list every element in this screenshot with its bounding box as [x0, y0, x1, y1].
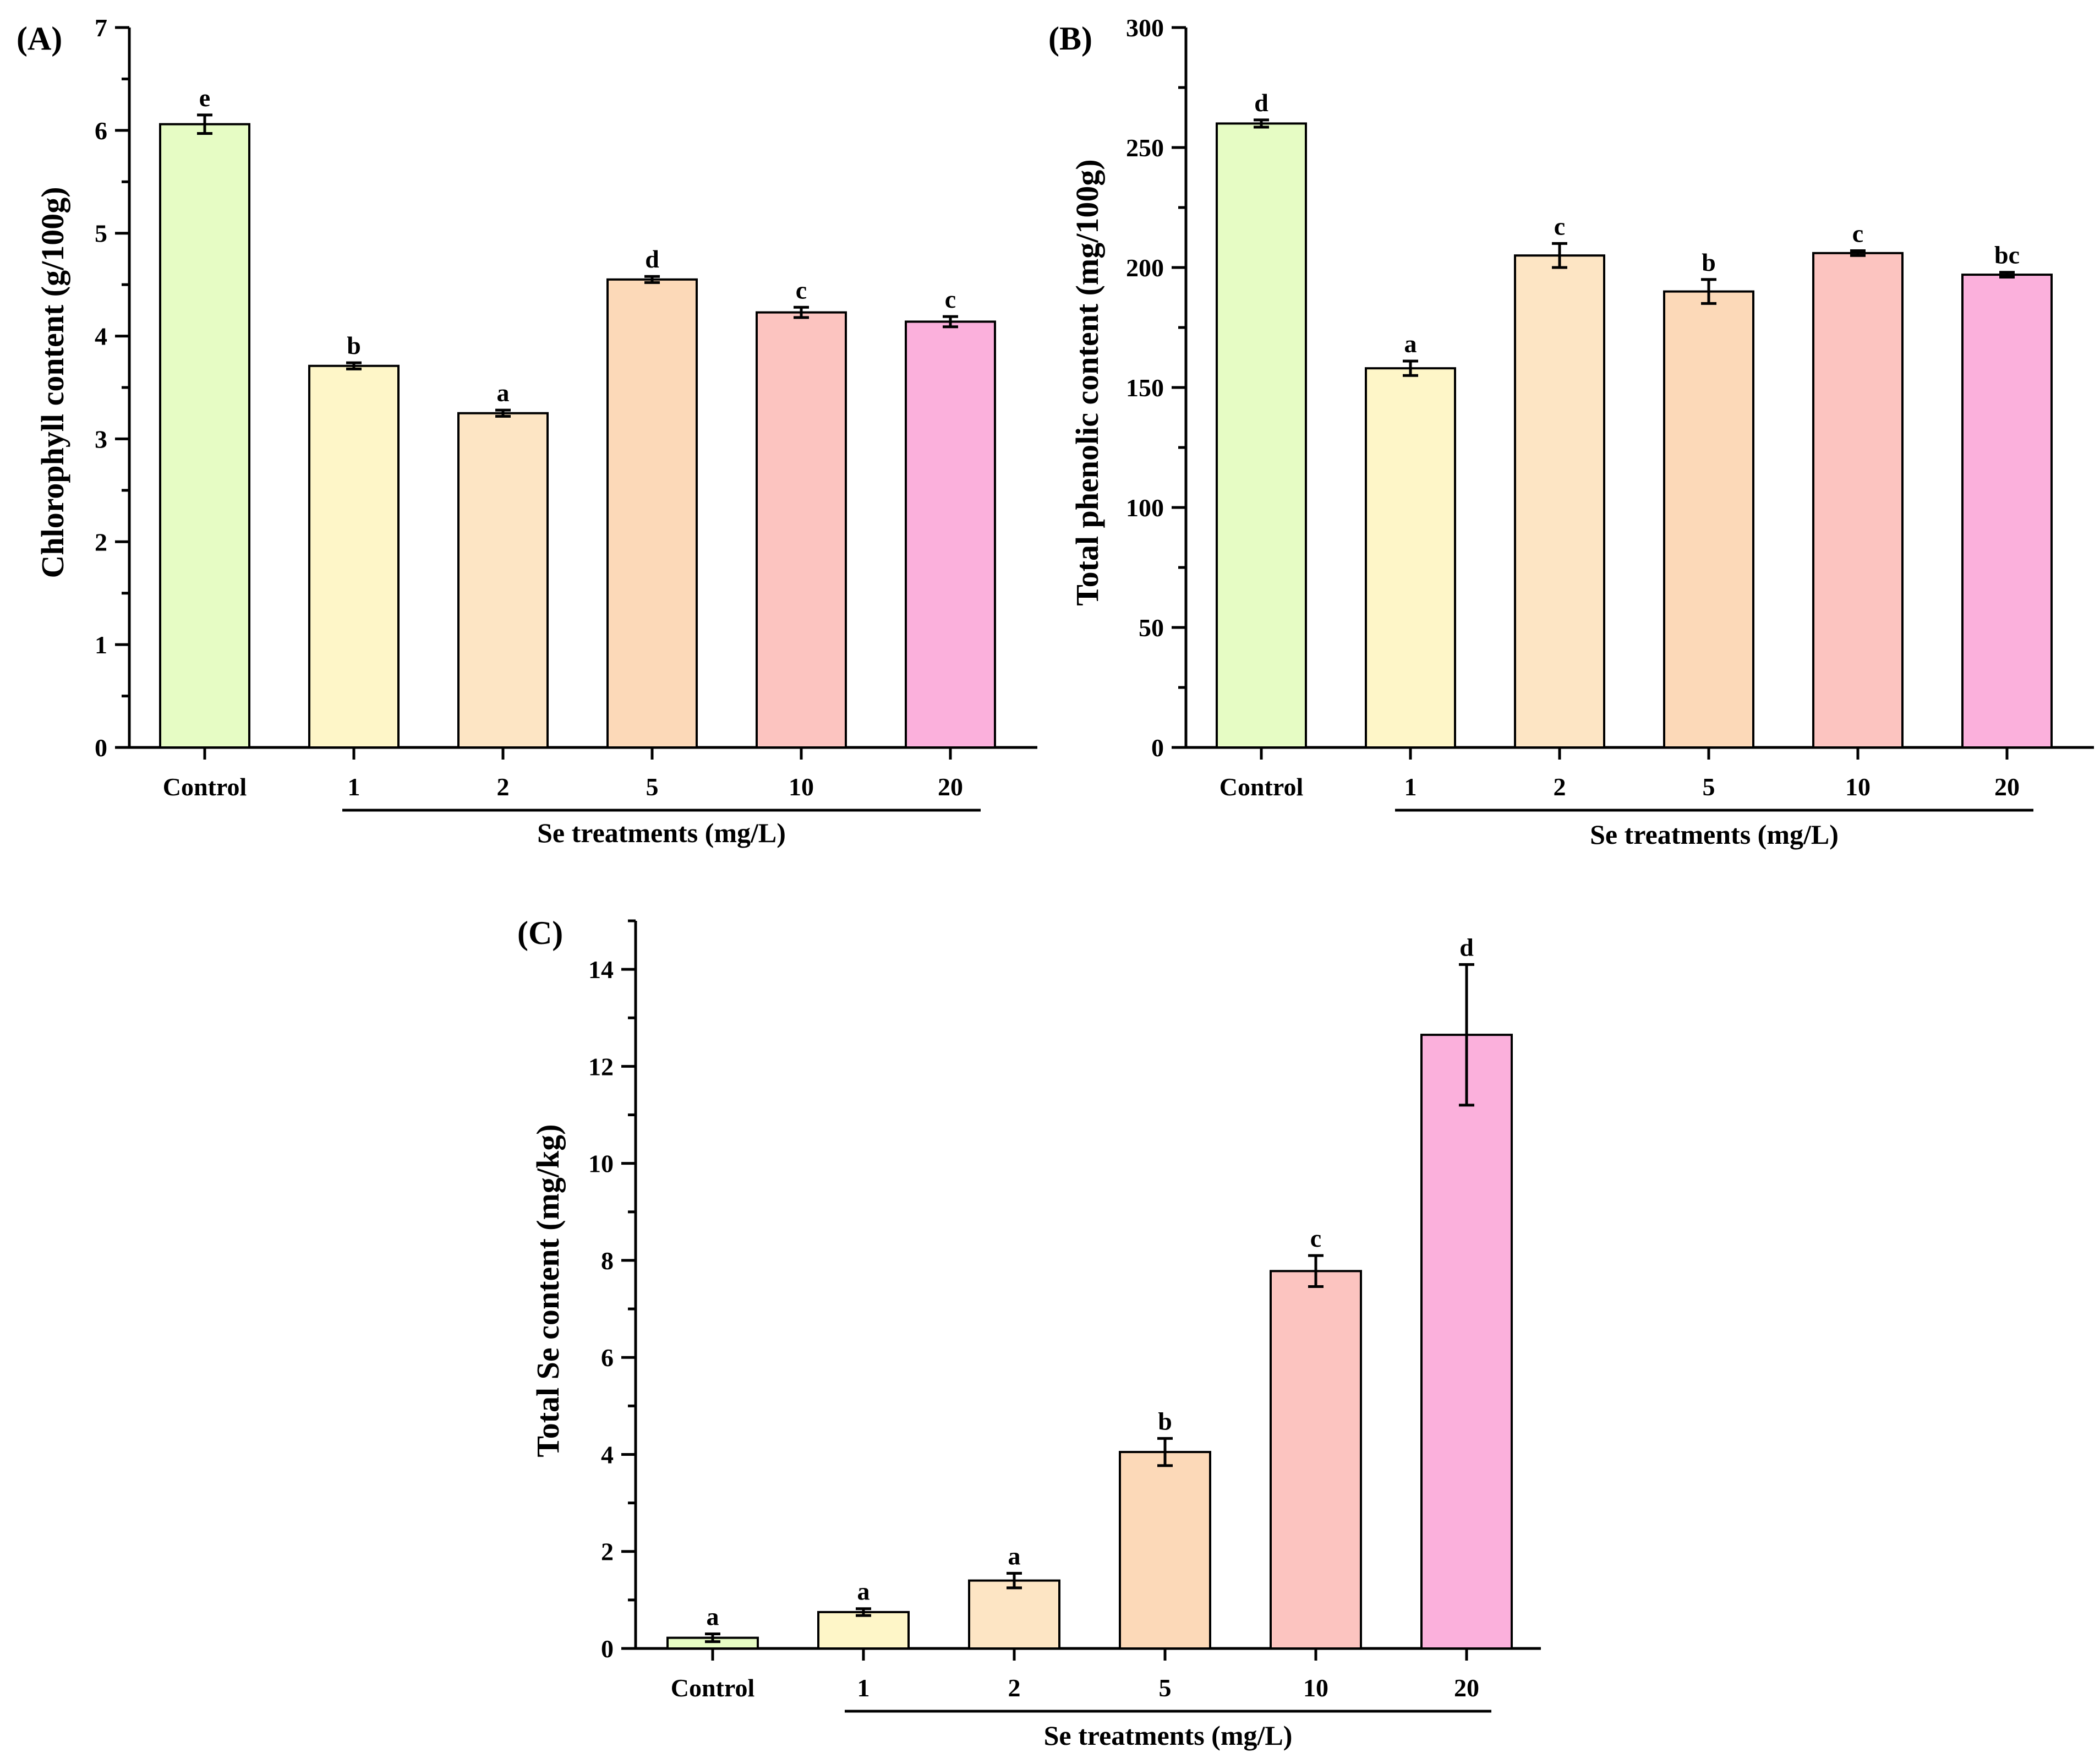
significance-letter: c — [1852, 219, 1863, 247]
panel-c-selenium-chart: (C)Total Se content (mg/kg)02468101214aC… — [517, 915, 1541, 1751]
bar-10 — [756, 311, 847, 749]
x-tick-label: 5 — [646, 773, 659, 801]
y-tick-label: 2 — [95, 528, 107, 556]
panel-b-phenolic-chart: (B) Total phenolic content (mg/100g) 0 50 10… — [1048, 14, 2094, 850]
y-tick-label: 2 — [601, 1538, 614, 1566]
y-tick-label: 0 — [601, 1635, 614, 1663]
y-tick-label: 4 — [601, 1440, 614, 1468]
y-tick-label: 50 — [1139, 614, 1164, 642]
significance-letter: a — [1404, 330, 1417, 358]
bar-20 — [1420, 1034, 1513, 1650]
bar-5 — [1663, 290, 1754, 749]
bar-20 — [1961, 274, 2053, 749]
significance-letter: e — [199, 84, 210, 112]
significance-letter: b — [1158, 1407, 1172, 1435]
x-tick-label: 2 — [1008, 1674, 1021, 1702]
x-tick-label: 20 — [938, 773, 963, 801]
y-tick-label: 250 — [1126, 134, 1164, 162]
y-tick-label: 1 — [95, 631, 107, 659]
significance-letter: c — [945, 285, 956, 313]
x-tick-label: 10 — [1845, 773, 1871, 801]
bar-5 — [606, 278, 698, 749]
y-tick-label: 7 — [95, 14, 107, 42]
x-tick-label: 2 — [1554, 773, 1566, 801]
bar-10 — [1270, 1270, 1362, 1650]
panel-a-chlorophyll-chart: (A) Chlorophyll content (g/100g) 0 1 2 3 4 5 6 7 e… — [17, 14, 1037, 848]
bar-2 — [1514, 254, 1605, 749]
y-tick-label: 8 — [601, 1247, 614, 1275]
y-tick-label: 14 — [588, 956, 614, 984]
y-tick-label: 100 — [1126, 494, 1164, 522]
bar-2 — [968, 1579, 1060, 1650]
significance-letter: a — [1008, 1542, 1021, 1570]
y-tick-label: 0 — [95, 734, 107, 762]
x-tick-label: 10 — [789, 773, 814, 801]
y-tick-label: 4 — [95, 323, 107, 351]
y-tick-label: 150 — [1126, 374, 1164, 402]
x-axis-title: Se treatments (mg/L) — [1044, 1720, 1293, 1751]
x-tick-label: 20 — [1994, 773, 2020, 801]
x-axis-title: Se treatments (mg/L) — [1590, 819, 1839, 850]
y-tick-label: 12 — [588, 1052, 614, 1080]
significance-letter: c — [796, 276, 807, 304]
bar-1 — [1365, 367, 1456, 749]
significance-letter: d — [1459, 933, 1474, 961]
x-tick-label: 10 — [1303, 1674, 1328, 1702]
y-tick-label: 3 — [95, 425, 107, 453]
y-tick-label: 6 — [95, 117, 107, 145]
bar-20 — [905, 320, 996, 749]
significance-letter: d — [1254, 89, 1268, 117]
x-tick-label: 20 — [1454, 1674, 1479, 1702]
significance-letter: b — [347, 331, 361, 359]
panel-label: (B) — [1048, 20, 1092, 57]
y-tick-label: 10 — [588, 1150, 614, 1178]
bar-control — [159, 123, 250, 749]
x-tick-label: 5 — [1703, 773, 1715, 801]
x-tick-label: Control — [163, 773, 247, 801]
y-tick-label: 0 — [1151, 734, 1164, 762]
y-axis-title: Total Se content (mg/kg) — [530, 1124, 566, 1457]
significance-letter: c — [1310, 1224, 1321, 1252]
x-tick-label: 5 — [1159, 1674, 1172, 1702]
y-axis-title: Chlorophyll content (g/100g) — [35, 187, 70, 578]
x-tick-label: Control — [671, 1674, 755, 1702]
bar-control — [1216, 122, 1307, 749]
bar-2 — [457, 412, 549, 749]
y-tick-label: 300 — [1126, 14, 1164, 42]
x-tick-label: 1 — [348, 773, 360, 801]
significance-letter: d — [645, 245, 659, 273]
significance-letter: a — [857, 1577, 870, 1606]
x-tick-label: Control — [1219, 773, 1304, 801]
x-tick-label: 1 — [1404, 773, 1417, 801]
bar-1 — [308, 364, 400, 749]
y-axis-title: Total phenolic content (mg/100g) — [1069, 159, 1105, 605]
significance-letter: c — [1554, 212, 1565, 240]
significance-letter: a — [707, 1603, 719, 1631]
bar-5 — [1119, 1451, 1211, 1650]
y-tick-label: 200 — [1126, 254, 1164, 282]
y-tick-label: 6 — [601, 1344, 614, 1372]
panel-label: (C) — [517, 915, 563, 951]
significance-letter: b — [1702, 248, 1716, 276]
x-tick-label: 2 — [497, 773, 510, 801]
x-tick-label: 1 — [857, 1674, 870, 1702]
x-axis-title: Se treatments (mg/L) — [537, 817, 786, 848]
significance-letter: bc — [1994, 241, 2020, 269]
bar-10 — [1812, 252, 1904, 749]
bar-1 — [817, 1610, 910, 1650]
significance-letter: a — [497, 379, 510, 407]
y-tick-label: 5 — [95, 220, 107, 248]
panel-label: (A) — [17, 20, 62, 57]
